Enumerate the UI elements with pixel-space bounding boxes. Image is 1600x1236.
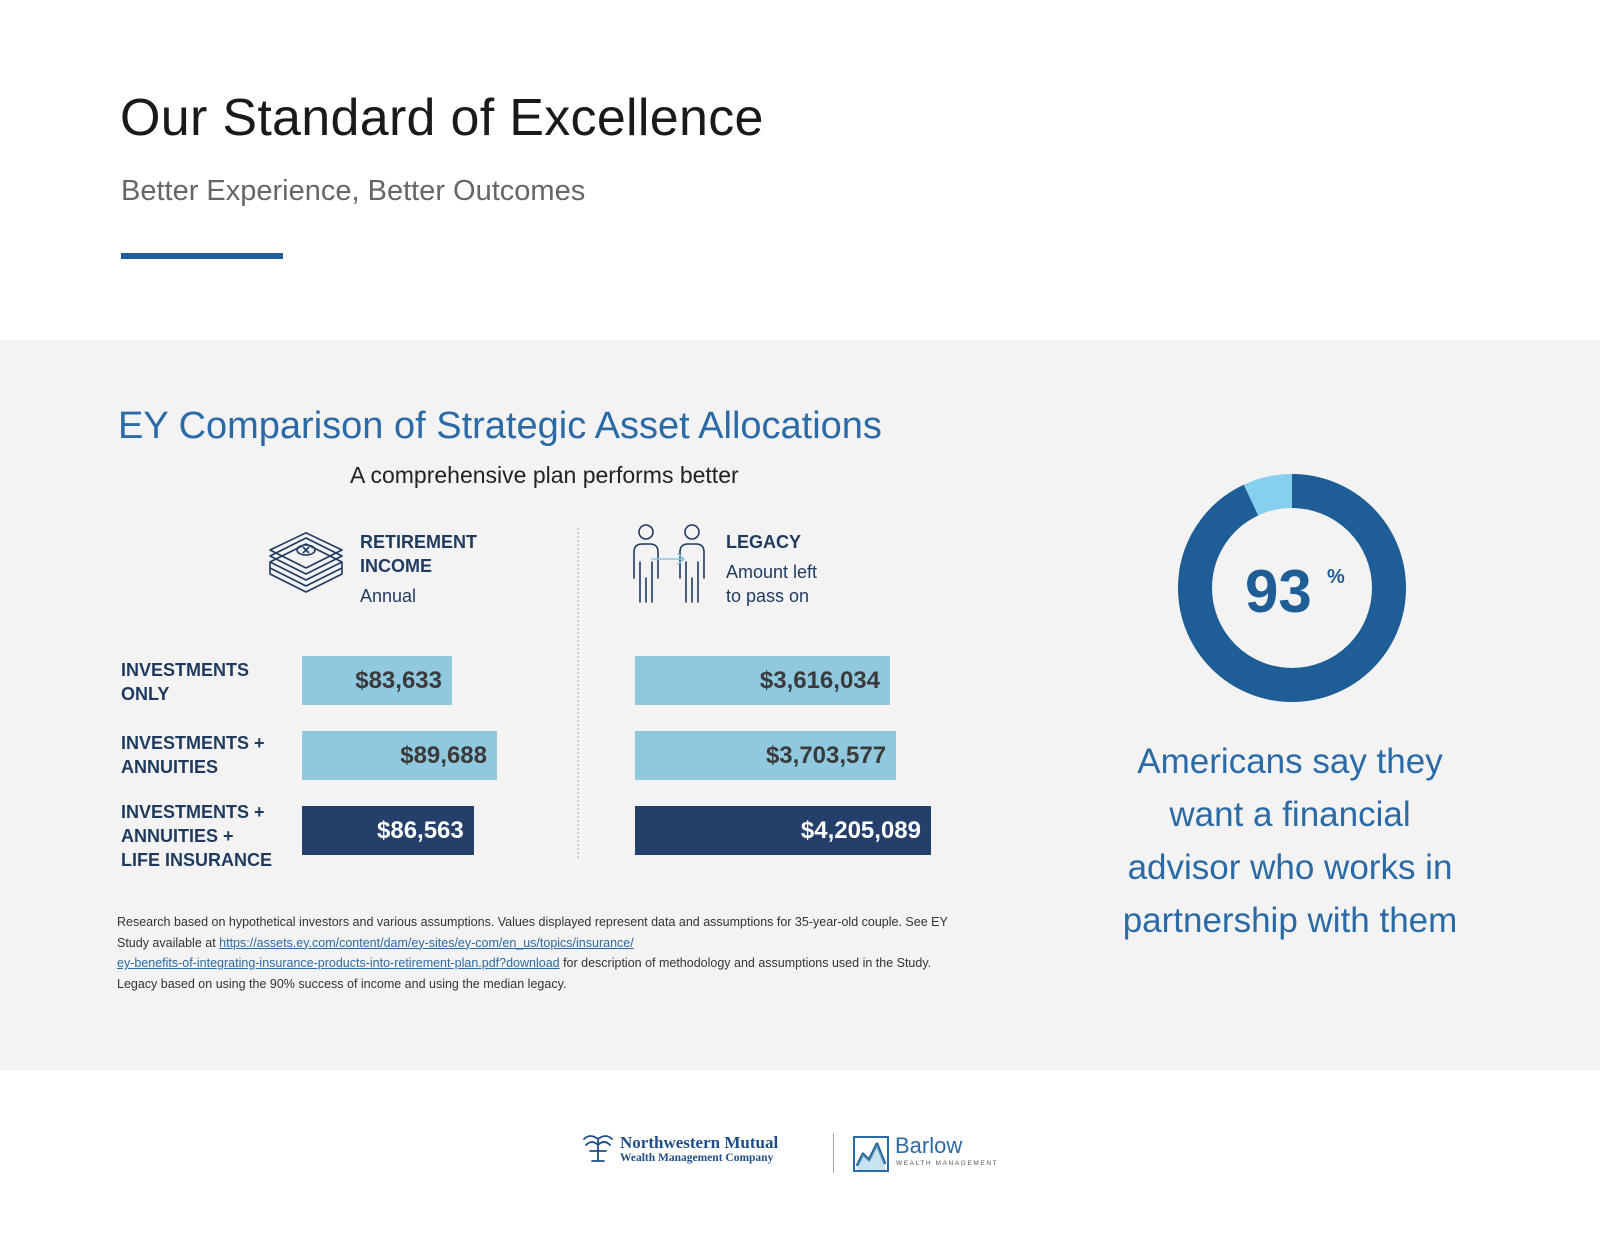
comparison-subtitle: A comprehensive plan performs better <box>350 462 739 488</box>
retirement-subheading: Annual <box>360 586 417 606</box>
stat-value: 93 <box>1245 558 1312 625</box>
money-stack-icon <box>269 532 343 593</box>
stat-line-3: advisor who works in <box>1127 848 1453 887</box>
legacy-value-1: $3,616,034 <box>759 666 880 694</box>
stat-description: Americans say they want a financial advi… <box>1080 735 1500 947</box>
barlow-subname: WEALTH MANAGEMENT <box>896 1160 999 1167</box>
footnote-text-2: for description of methodology and assum… <box>117 956 932 991</box>
footnote: Research based on hypothetical investors… <box>117 912 967 994</box>
retirement-value-2: $89,688 <box>400 741 487 769</box>
ey-study-link-line1: https://assets.ey.com/content/dam/ey-sit… <box>219 935 634 950</box>
legacy-value-3: $4,205,089 <box>800 816 921 844</box>
retirement-value-1: $83,633 <box>355 666 442 694</box>
donut-value-arc <box>1178 474 1406 702</box>
retirement-heading-line2: INCOME <box>360 556 432 576</box>
footnote-text-1: Research based on hypothetical investors… <box>117 915 948 950</box>
legacy-heading: LEGACY <box>726 532 802 552</box>
row-label-1-line1: INVESTMENTS <box>121 660 250 680</box>
page-subtitle: Better Experience, Better Outcomes <box>121 175 586 207</box>
row-label-3-line3: LIFE INSURANCE <box>121 850 273 870</box>
legacy-bar-investments-only: $3,616,034 <box>635 656 890 705</box>
row-label-1-line2: ONLY <box>121 684 170 704</box>
stat-donut <box>1178 474 1406 702</box>
legacy-value-2: $3,703,577 <box>765 741 887 769</box>
barlow-logo-icon <box>853 1136 889 1172</box>
row-label-2-line1: INVESTMENTS + <box>121 733 265 753</box>
stat-unit: % <box>1327 566 1345 588</box>
row-label-3-line2: ANNUITIES + <box>121 826 234 846</box>
retirement-bar-investments-annuities-life: $86,563 <box>302 806 474 855</box>
stat-line-4: partnership with them <box>1122 901 1458 940</box>
logo-separator <box>833 1133 834 1173</box>
stat-line-2: want a financial <box>1169 795 1411 834</box>
retirement-heading-line1: RETIREMENT <box>360 532 477 552</box>
column-divider <box>577 528 579 858</box>
row-label-2-line2: ANNUITIES <box>121 757 219 777</box>
row-label-2: INVESTMENTS + ANNUITIES <box>121 731 265 779</box>
people-transfer-icon <box>633 524 705 603</box>
ey-study-link-line2: ey-benefits-of-integrating-insurance-pro… <box>117 956 560 970</box>
row-label-1: INVESTMENTS ONLY <box>121 658 249 706</box>
stat-line-1: Americans say they <box>1137 742 1443 781</box>
northwestern-mutual-subname: Wealth Management Company <box>620 1152 774 1164</box>
retirement-bar-investments-annuities: $89,688 <box>302 731 497 780</box>
retirement-value-3: $86,563 <box>377 816 464 844</box>
northwestern-mutual-logo-icon <box>583 1135 613 1162</box>
legacy-bar-investments-annuities-life: $4,205,089 <box>635 806 931 855</box>
northwestern-mutual-name: Northwestern Mutual <box>620 1133 779 1152</box>
content-band <box>0 340 1600 1070</box>
legacy-subheading-line1: Amount left <box>726 562 818 582</box>
legacy-subheading-line2: to pass on <box>726 586 810 606</box>
barlow-name: Barlow <box>895 1133 963 1158</box>
retirement-bar-investments-only: $83,633 <box>302 656 452 705</box>
row-label-3: INVESTMENTS + ANNUITIES + LIFE INSURANCE <box>121 800 272 872</box>
page-title: Our Standard of Excellence <box>120 89 764 147</box>
legacy-bar-investments-annuities: $3,703,577 <box>635 731 897 780</box>
comparison-title: EY Comparison of Strategic Asset Allocat… <box>118 405 882 447</box>
ey-study-link[interactable]: https://assets.ey.com/content/dam/ey-sit… <box>117 936 634 971</box>
page-header: Our Standard of Excellence Better Experi… <box>0 0 1600 340</box>
row-label-3-line1: INVESTMENTS + <box>121 802 265 822</box>
title-underline <box>121 253 283 259</box>
